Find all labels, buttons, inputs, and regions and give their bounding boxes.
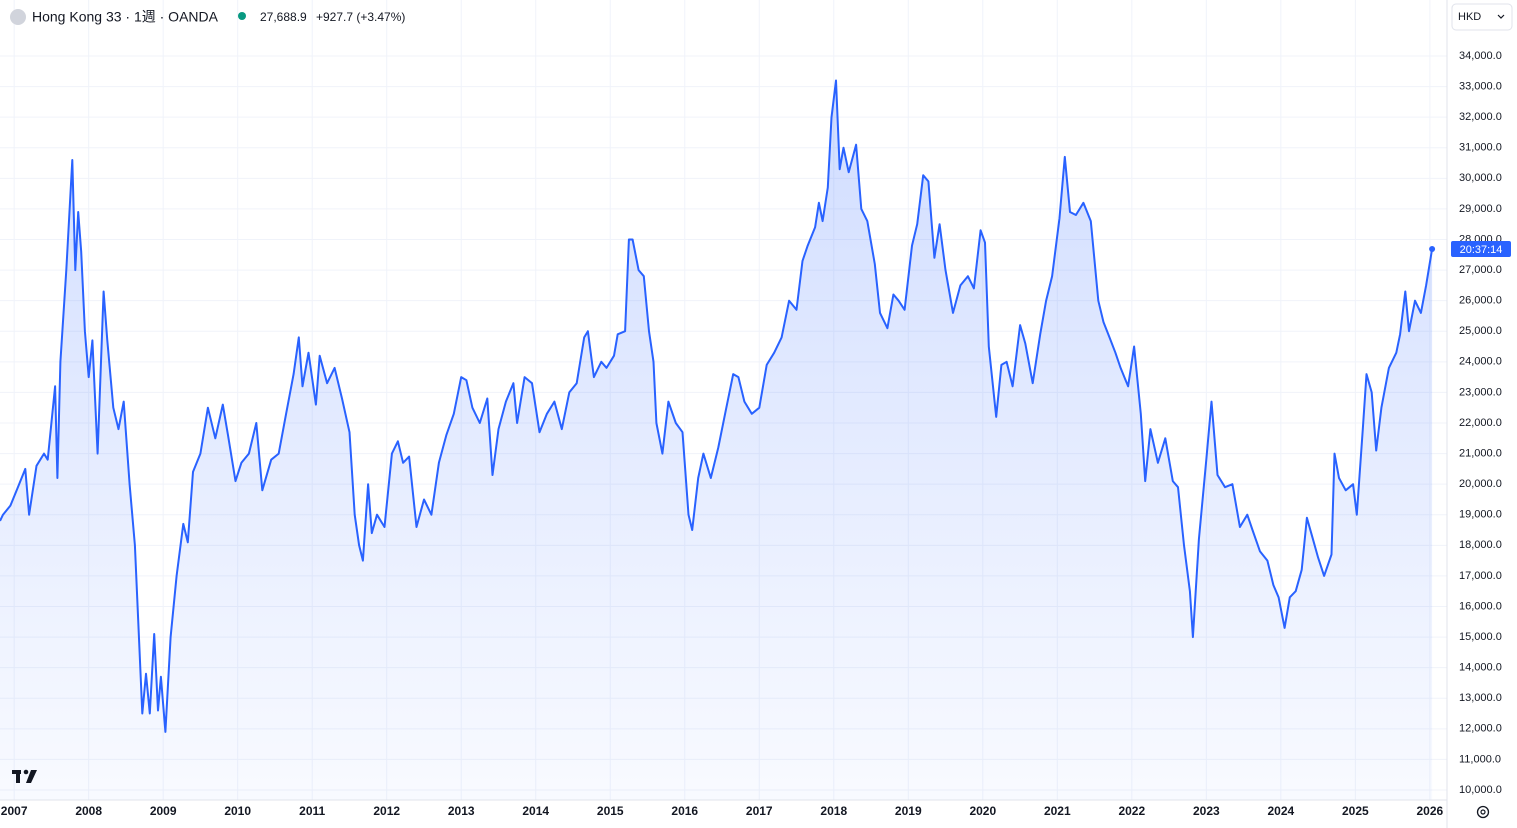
y-tick-label: 33,000.0 (1459, 80, 1502, 92)
x-tick-label: 2023 (1193, 804, 1220, 818)
y-tick-label: 31,000.0 (1459, 142, 1502, 154)
dropdown-arrow (1497, 14, 1505, 19)
x-tick-label: 2013 (448, 804, 475, 818)
y-tick-label: 25,000.0 (1459, 325, 1502, 337)
x-tick-label: 2026 (1417, 804, 1444, 818)
x-tick-label: 2022 (1118, 804, 1145, 818)
x-tick-label: 2019 (895, 804, 922, 818)
x-tick-label: 2017 (746, 804, 773, 818)
y-tick-label: 16,000.0 (1459, 600, 1502, 612)
currency-dropdown[interactable] (1451, 3, 1513, 31)
price-change: +927.7 (+3.47%) (316, 10, 405, 24)
y-tick-label: 19,000.0 (1459, 509, 1502, 521)
x-tick-label: 2014 (522, 804, 549, 818)
last-price: 27,688.9 (260, 10, 307, 24)
x-tick-label: 2016 (671, 804, 698, 818)
y-tick-label: 11,000.0 (1459, 753, 1501, 765)
price-line (0, 79, 1434, 733)
x-tick-label: 2024 (1267, 804, 1294, 818)
y-tick-label: 30,000.0 (1459, 172, 1502, 184)
x-tick-label: 2012 (373, 804, 400, 818)
x-tick-label: 2011 (299, 804, 325, 818)
symbol-icon (10, 9, 26, 25)
logo[interactable] (12, 769, 37, 783)
x-tick-label: 2010 (224, 804, 251, 818)
y-tick-label: 18,000.0 (1459, 539, 1502, 551)
y-tick-label: 29,000.0 (1459, 203, 1502, 215)
y-tick-label: 17,000.0 (1459, 570, 1502, 582)
currency-label[interactable]: HKD (1458, 11, 1481, 23)
x-tick-label: 2009 (150, 804, 177, 818)
x-tick-label: 2018 (820, 804, 847, 818)
y-tick-label: 10,000.0 (1459, 784, 1502, 796)
last-point (1429, 246, 1436, 253)
x-tick-label: 2025 (1342, 804, 1369, 818)
y-tick-label: 34,000.0 (1459, 50, 1502, 62)
market-status (238, 12, 246, 20)
y-tick-label: 26,000.0 (1459, 295, 1502, 307)
countdown-box (1451, 241, 1511, 258)
x-tick-label: 2020 (969, 804, 996, 818)
y-tick-label: 27,000.0 (1459, 264, 1502, 276)
y-tick-label: 24,000.0 (1459, 356, 1502, 368)
y-tick-label: 13,000.0 (1459, 692, 1502, 704)
y-tick-label: 20,000.0 (1459, 478, 1502, 490)
y-tick-label: 32,000.0 (1459, 111, 1502, 123)
y-tick-label: 15,000.0 (1459, 631, 1502, 643)
y-tick-label: 12,000.0 (1459, 723, 1502, 735)
x-tick-label: 2015 (597, 804, 624, 818)
y-tick-label: 22,000.0 (1459, 417, 1502, 429)
plot (0, 79, 1436, 800)
x-tick-label: 2021 (1044, 804, 1071, 818)
y-tick-label: 23,000.0 (1459, 386, 1502, 398)
x-tick-label: 2008 (75, 804, 102, 818)
x-tick-label: 2007 (1, 804, 28, 818)
y-tick-label: 21,000.0 (1459, 447, 1502, 459)
axes: 10,000.0 11,000.0 12,000.0 13,000.0 14,000.0… (1, 50, 1502, 818)
settings-icon[interactable] (1476, 805, 1490, 819)
area-fill (0, 80, 1433, 800)
symbol-title[interactable]: Hong Kong 33 · 1週 · OANDA (32, 9, 219, 25)
y-tick-label: 14,000.0 (1459, 662, 1502, 674)
countdown-label: 20:37:14 (1460, 244, 1503, 256)
